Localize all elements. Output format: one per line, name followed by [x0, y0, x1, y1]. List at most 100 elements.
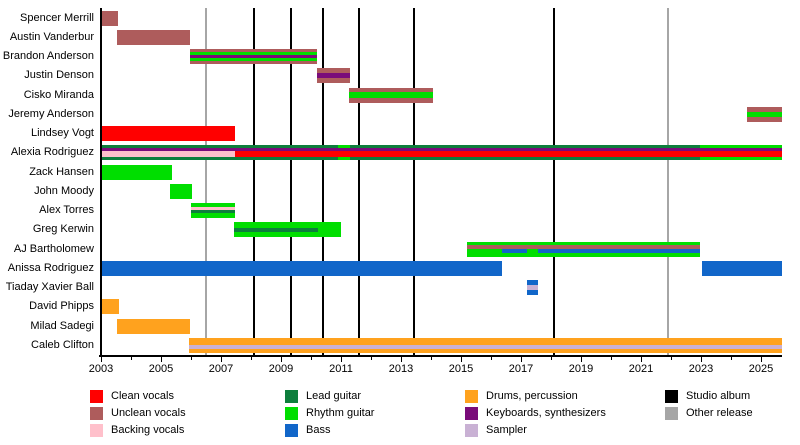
member-bar-segment: [188, 337, 782, 353]
instrument-stripe-unclean: [746, 106, 782, 112]
studio-album-release-line: [322, 8, 324, 355]
instrument-stripe-lead: [101, 145, 236, 149]
x-axis-major-tick: [281, 356, 282, 362]
x-axis-major-tick: [461, 356, 462, 362]
x-axis-year-label: 2007: [208, 363, 234, 375]
instrument-stripe-lead: [235, 145, 782, 149]
member-bar-segment: [101, 260, 503, 276]
x-axis-minor-tick: [611, 356, 612, 360]
instrument-stripe-lead: [235, 157, 782, 161]
legend-swatch-lead: [285, 390, 298, 403]
x-axis-major-tick: [221, 356, 222, 362]
member-label: Tiaday Xavier Ball: [5, 281, 94, 293]
instrument-stripe-drums: [101, 299, 119, 315]
legend-label-unclean: Unclean vocals: [111, 407, 186, 419]
legend-swatch-backing: [90, 424, 103, 437]
other-release-line: [666, 8, 670, 355]
instrument-stripe-unclean: [502, 245, 527, 249]
x-axis-major-tick: [641, 356, 642, 362]
x-axis-minor-tick: [311, 356, 312, 360]
instrument-stripe-bass: [527, 289, 539, 295]
member-bar-segment: [101, 126, 236, 141]
legend-swatch-studio_album: [665, 390, 678, 403]
instrument-stripe-backing: [191, 207, 236, 210]
member-label: Zack Hansen: [29, 165, 94, 178]
y-axis-spine: [100, 8, 102, 355]
instrument-stripe-unclean: [538, 245, 701, 249]
x-axis-year-label: 2023: [688, 363, 714, 375]
instrument-stripe-drums: [116, 318, 191, 334]
instrument-stripe-rhythm: [527, 241, 539, 245]
member-label: Austin Vanderbur: [9, 30, 94, 43]
x-axis-major-tick: [701, 356, 702, 362]
member-label: Brandon Anderson: [2, 50, 94, 62]
x-axis-year-label: 2005: [148, 363, 174, 375]
instrument-stripe-keys: [190, 54, 317, 59]
member-bar-segment: [101, 164, 173, 180]
member-bar-segment: [101, 10, 119, 26]
x-axis-major-tick: [101, 356, 102, 362]
x-axis-major-tick: [401, 356, 402, 362]
instrument-stripe-bass: [527, 280, 539, 286]
instrument-stripe-unclean: [101, 10, 119, 26]
legend-swatch-rhythm: [285, 407, 298, 420]
member-label: Greg Kerwin: [32, 223, 94, 236]
member-bar-segment: [101, 145, 236, 161]
instrument-stripe-lead: [191, 209, 236, 213]
instrument-stripe-rhythm: [467, 241, 503, 245]
x-axis-minor-tick: [731, 356, 732, 360]
legend-swatch-sampler: [465, 424, 478, 437]
instrument-stripe-rhythm: [191, 212, 236, 218]
member-bar-segment: [349, 87, 434, 103]
member-bar-segment: [502, 241, 527, 257]
legend-label-other_release: Other release: [686, 407, 753, 419]
instrument-stripe-rhythm: [190, 52, 317, 55]
instrument-stripe-keys: [235, 148, 782, 151]
member-bar-segment: [527, 241, 539, 257]
member-label: David Phipps: [29, 300, 94, 313]
instrument-stripe-unclean: [190, 60, 317, 64]
x-axis-year-label: 2017: [508, 363, 534, 375]
other-release-line: [204, 8, 208, 355]
member-bar-segment: [467, 241, 503, 257]
x-axis-minor-tick: [191, 356, 192, 360]
x-axis-year-label: 2025: [748, 363, 774, 375]
x-axis-year-label: 2013: [388, 363, 414, 375]
member-bar-segment: [527, 280, 539, 295]
instrument-stripe-rhythm: [467, 249, 503, 257]
x-axis-major-tick: [761, 356, 762, 362]
x-axis-major-tick: [161, 356, 162, 362]
member-label: Cisko Miranda: [23, 88, 94, 101]
member-label: Caleb Clifton: [31, 338, 94, 351]
member-bar-segment: [190, 49, 317, 64]
instrument-stripe-drums: [188, 337, 782, 346]
instrument-stripe-unclean: [317, 78, 350, 84]
instrument-stripe-lead: [101, 157, 236, 161]
x-axis-year-label: 2009: [268, 363, 294, 375]
studio-album-release-line: [358, 8, 360, 355]
x-axis-minor-tick: [551, 356, 552, 360]
member-bar-segment: [191, 203, 236, 218]
instrument-stripe-rhythm: [101, 164, 173, 180]
x-axis-year-label: 2021: [628, 363, 654, 375]
instrument-stripe-unclean: [467, 245, 503, 249]
member-label: Jeremy Anderson: [8, 107, 94, 120]
legend-label-drums: Drums, percussion: [486, 390, 578, 402]
instrument-stripe-rhythm: [502, 241, 527, 245]
instrument-stripe-drums: [188, 349, 782, 353]
x-axis-year-label: 2019: [568, 363, 594, 375]
legend-label-studio_album: Studio album: [686, 390, 751, 402]
legend-label-keys: Keyboards, synthesizers: [486, 407, 606, 419]
member-label: Anissa Rodriguez: [7, 261, 94, 274]
member-bar-segment: [235, 145, 782, 161]
member-bar-segment: [701, 260, 782, 276]
x-axis-major-tick: [341, 356, 342, 362]
instrument-stripe-rhythm: [191, 203, 236, 208]
x-axis-year-label: 2011: [329, 363, 353, 375]
instrument-stripe-rhythm: [538, 241, 701, 245]
member-label: Milad Sadegi: [30, 319, 94, 332]
member-label: Spencer Merrill: [20, 11, 94, 24]
studio-album-release-line: [289, 8, 292, 355]
x-axis-minor-tick: [431, 356, 432, 360]
studio-album-release-line: [553, 8, 555, 355]
